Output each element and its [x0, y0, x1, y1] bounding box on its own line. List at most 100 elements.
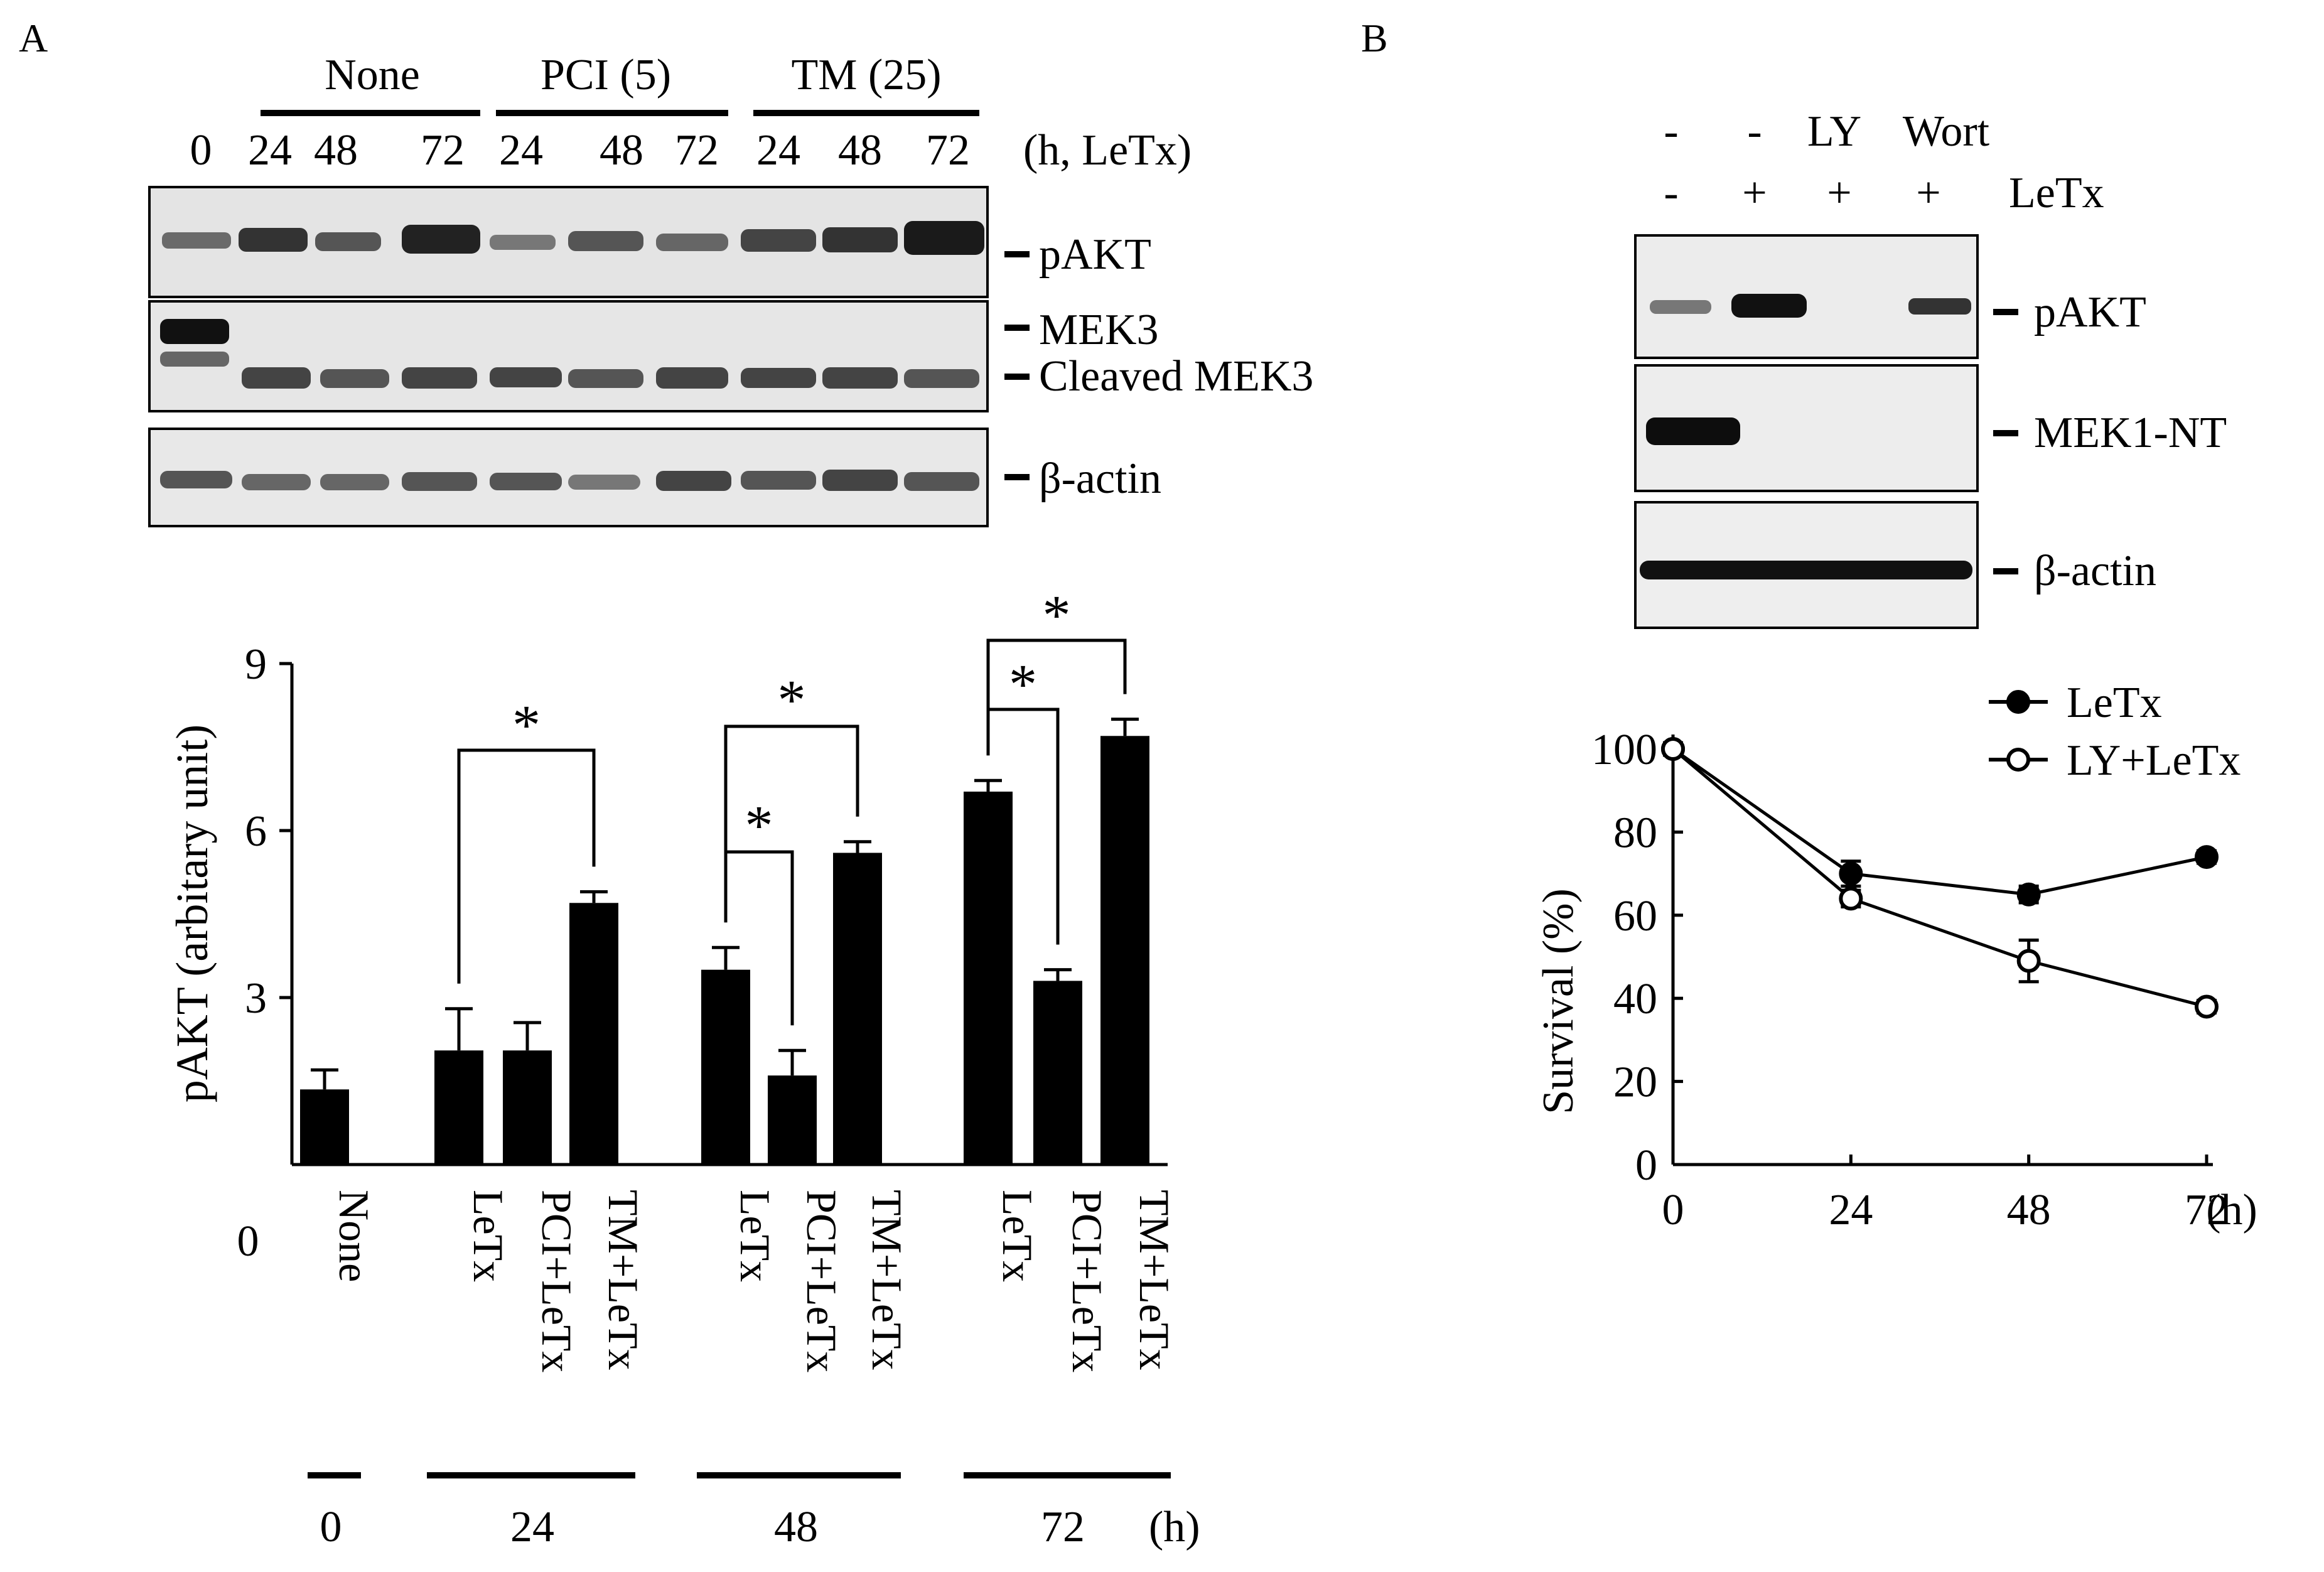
- bar-y-tick-label: 0: [237, 1217, 259, 1266]
- marker-pakt: pAKT: [1039, 230, 1151, 279]
- bar: [1100, 736, 1149, 1165]
- line-x-unit: (h): [2206, 1186, 2257, 1234]
- panel-b-label: B: [1361, 16, 1388, 60]
- marker-b-mek1: MEK1-NT: [2034, 409, 2227, 457]
- line-y-tick-label: 40: [1613, 975, 1657, 1023]
- line-series: [1672, 748, 2207, 1008]
- blot-a-actin-strip: [148, 428, 989, 527]
- significance-star: *: [778, 669, 806, 731]
- panel-a-label: A: [19, 16, 48, 60]
- lane-label: 24: [756, 126, 800, 175]
- blot-b-row1-label: -: [1747, 107, 1762, 156]
- bar-group-label: 24: [510, 1503, 554, 1551]
- line-point: [1839, 886, 1863, 911]
- bar-chart: 0 3 6 9 pAKT (arbitary unit) None LeTx PCI+LeTx…: [167, 584, 1200, 1551]
- bar-group-label: 72: [1041, 1503, 1085, 1551]
- blot-a-pakt-strip: [148, 186, 989, 298]
- line-y-tick-label: 20: [1613, 1058, 1657, 1107]
- bar: [701, 969, 750, 1165]
- bar: [569, 903, 618, 1165]
- blot-a-markers: pAKT MEK3 Cleaved MEK3 β-actin: [1004, 230, 1313, 503]
- line-point: [2195, 845, 2219, 869]
- line-series: [1672, 747, 2207, 896]
- blot-b-mek1-strip: [1634, 364, 1979, 492]
- bar-y-tick-label: 6: [245, 807, 267, 856]
- blot-b-row2: - + + +: [1664, 169, 1940, 217]
- blot-b-row1-label: Wort: [1903, 107, 1990, 156]
- lane-label: 48: [600, 126, 643, 175]
- bar-category-label: PCI+LeTx: [533, 1190, 581, 1372]
- blot-b-pakt-strip: [1634, 234, 1979, 359]
- bar-group-unit: (h): [1149, 1503, 1200, 1551]
- line-chart: 0 20 40 60 80 100 0 24 48 72(h) Survival (%) LeTx LY…: [1534, 679, 2257, 1234]
- lane-label: 72: [675, 126, 719, 175]
- bar: [833, 853, 882, 1165]
- blot-b-letx-label: LeTx: [2009, 169, 2104, 217]
- lane-label: 48: [314, 126, 358, 175]
- lane-label: 72: [421, 126, 465, 175]
- bar: [503, 1050, 552, 1165]
- line-x-tick-label: 72: [2185, 1186, 2229, 1234]
- line-y-axis-label: Survival (%): [1534, 888, 1583, 1114]
- marker-b-actin: β-actin: [2034, 547, 2156, 595]
- line-x-tick-label: 24: [1829, 1186, 1873, 1234]
- bar-category-label: LeTx: [731, 1190, 779, 1282]
- bar: [434, 1050, 483, 1165]
- bar-y-tick-label: 9: [245, 640, 267, 689]
- marker-mek3: MEK3: [1039, 306, 1159, 354]
- lane-label: 72: [926, 126, 970, 175]
- lane-label: 24: [499, 126, 543, 175]
- bar-category-label: TM+LeTx: [863, 1190, 911, 1370]
- legend-marker: [2006, 690, 2030, 714]
- marker-cleaved-mek3: Cleaved MEK3: [1039, 352, 1313, 401]
- legend-marker: [2006, 748, 2030, 772]
- significance-bracket: [986, 708, 1060, 945]
- line-x-tick-label: 48: [2007, 1186, 2051, 1234]
- group-pci-label: PCI (5): [541, 51, 671, 99]
- group-none-label: None: [325, 51, 420, 99]
- bar: [1033, 981, 1082, 1165]
- bar: [768, 1075, 817, 1165]
- significance-bracket: [457, 748, 596, 984]
- significance-star: *: [1009, 654, 1037, 716]
- bar-group-label: 48: [774, 1503, 818, 1551]
- line-point: [1839, 861, 1863, 886]
- blot-b-row1-label: LY: [1807, 107, 1861, 156]
- lane-label: 24: [248, 126, 292, 175]
- blot-a-mek3-strip: [148, 300, 989, 412]
- bar-category-label: None: [330, 1190, 378, 1282]
- line-x-tick-label: 0: [1662, 1186, 1684, 1234]
- bar: [964, 791, 1013, 1165]
- bar-group-label: 0: [320, 1503, 342, 1551]
- significance-star: *: [512, 694, 541, 756]
- bar-category-label: LeTx: [465, 1190, 512, 1282]
- significance-star: *: [745, 795, 773, 857]
- marker-b-pakt: pAKT: [2034, 288, 2146, 336]
- blot-b-row1-label: -: [1664, 107, 1678, 156]
- line-y-tick-label: 60: [1613, 892, 1657, 940]
- blot-a-lane-labels: 0 24 48 72 24 48 72 24 48 72: [190, 126, 971, 175]
- blot-b-row2-label: -: [1664, 169, 1678, 217]
- lane-label: 48: [838, 126, 882, 175]
- bar-category-label: TM+LeTx: [600, 1190, 647, 1370]
- blot-b-row1: - - LY Wort: [1664, 107, 1989, 156]
- line-y-tick-label: 80: [1613, 809, 1657, 857]
- significance-star: *: [1043, 584, 1071, 647]
- legend-label: LY+LeTx: [2067, 736, 2241, 785]
- significance-bracket: [986, 638, 1127, 756]
- bar-y-tick-label: 3: [245, 974, 267, 1023]
- bar-category-label: PCI+LeTx: [1063, 1190, 1111, 1372]
- group-tm-label: TM (25): [791, 51, 941, 99]
- line-point: [1661, 737, 1685, 761]
- line-point: [2016, 882, 2041, 907]
- blot-b-actin-strip: [1634, 501, 1979, 629]
- blot-b-markers: pAKT MEK1-NT β-actin: [1993, 288, 2227, 595]
- bar-category-label: LeTx: [994, 1190, 1041, 1282]
- legend-label: LeTx: [2067, 679, 2162, 727]
- bar: [300, 1089, 349, 1165]
- significance-bracket: [724, 724, 859, 923]
- line-y-tick-label: 0: [1635, 1141, 1657, 1190]
- significance-bracket: [724, 850, 794, 1026]
- bar-category-label: TM+LeTx: [1131, 1190, 1178, 1370]
- bar-y-axis-label: pAKT (arbitary unit): [167, 724, 217, 1103]
